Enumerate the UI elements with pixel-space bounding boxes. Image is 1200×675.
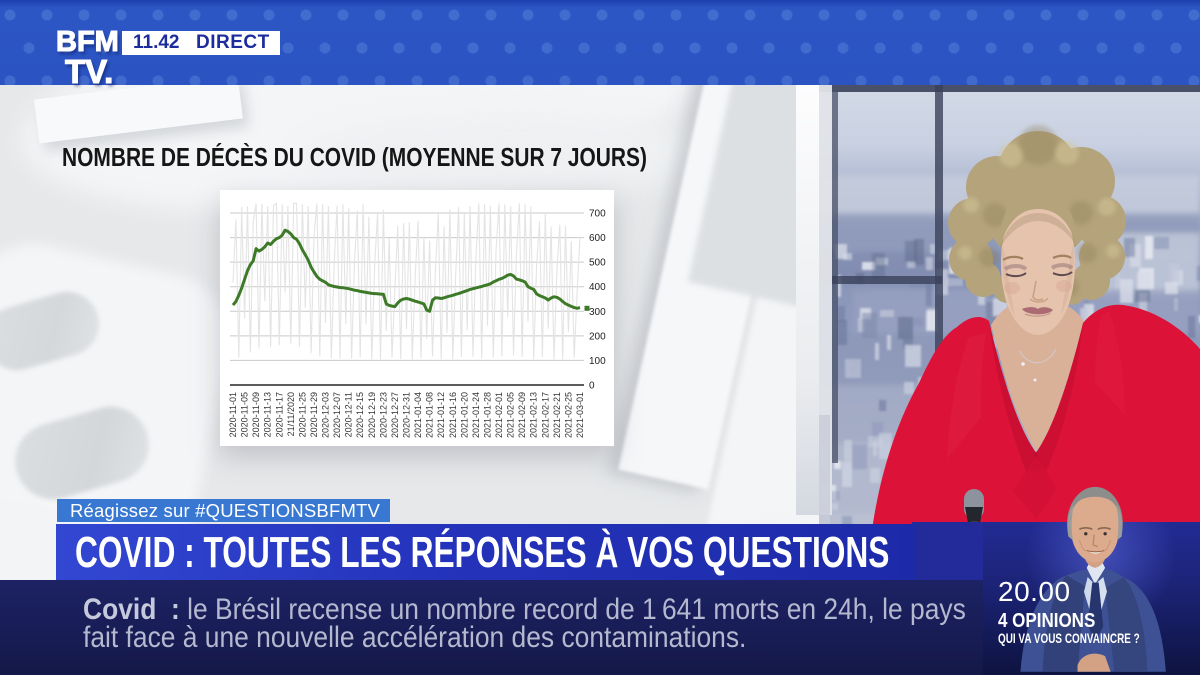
svg-text:500: 500 [589, 258, 606, 269]
svg-text:700: 700 [589, 209, 606, 220]
svg-text:2020-11-17: 2020-11-17 [274, 392, 284, 437]
svg-text:2021-02-17: 2021-02-17 [540, 392, 550, 438]
svg-text:2021-02-09: 2021-02-09 [517, 392, 527, 438]
svg-text:200: 200 [589, 331, 606, 342]
svg-text:2020-12-11: 2020-12-11 [344, 392, 354, 437]
svg-text:2021-01-08: 2021-01-08 [425, 392, 435, 438]
svg-text:2020-11-09: 2020-11-09 [251, 392, 261, 437]
svg-text:2020-11-13: 2020-11-13 [263, 392, 273, 437]
svg-text:2021-01-28: 2021-01-28 [483, 392, 493, 438]
svg-text:2021-01-20: 2021-01-20 [459, 392, 469, 438]
svg-text:2020-11-05: 2020-11-05 [240, 392, 250, 437]
svg-text:2021-02-25: 2021-02-25 [563, 392, 573, 438]
svg-text:2021-01-04: 2021-01-04 [413, 392, 423, 438]
svg-text:2021-03-01: 2021-03-01 [575, 392, 585, 438]
svg-text:2020-11-01: 2020-11-01 [228, 392, 238, 437]
svg-text:2020-12-27: 2020-12-27 [390, 392, 400, 438]
svg-text:21/11/2020: 21/11/2020 [286, 392, 296, 436]
svg-text:2021-01-24: 2021-01-24 [471, 392, 481, 438]
svg-text:2021-01-16: 2021-01-16 [448, 392, 458, 438]
svg-text:600: 600 [589, 233, 606, 244]
svg-text:2021-02-05: 2021-02-05 [506, 392, 516, 438]
svg-text:2021-01-12: 2021-01-12 [436, 392, 446, 438]
svg-text:2021-02-21: 2021-02-21 [552, 392, 562, 438]
svg-text:2020-12-31: 2020-12-31 [402, 392, 412, 438]
svg-text:2021-02-01: 2021-02-01 [494, 392, 504, 438]
svg-text:2020-11-29: 2020-11-29 [309, 392, 319, 437]
svg-text:2020-12-23: 2020-12-23 [378, 392, 388, 438]
svg-text:2020-12-15: 2020-12-15 [355, 392, 365, 438]
svg-text:400: 400 [589, 282, 606, 293]
svg-text:0: 0 [589, 381, 595, 392]
svg-text:300: 300 [589, 307, 606, 318]
svg-text:100: 100 [589, 356, 606, 367]
svg-text:2020-11-25: 2020-11-25 [297, 392, 307, 437]
svg-text:2021-02-13: 2021-02-13 [529, 392, 539, 438]
svg-text:2020-12-07: 2020-12-07 [332, 392, 342, 438]
svg-text:2020-12-19: 2020-12-19 [367, 392, 377, 438]
svg-text:2020-12-03: 2020-12-03 [321, 392, 331, 438]
